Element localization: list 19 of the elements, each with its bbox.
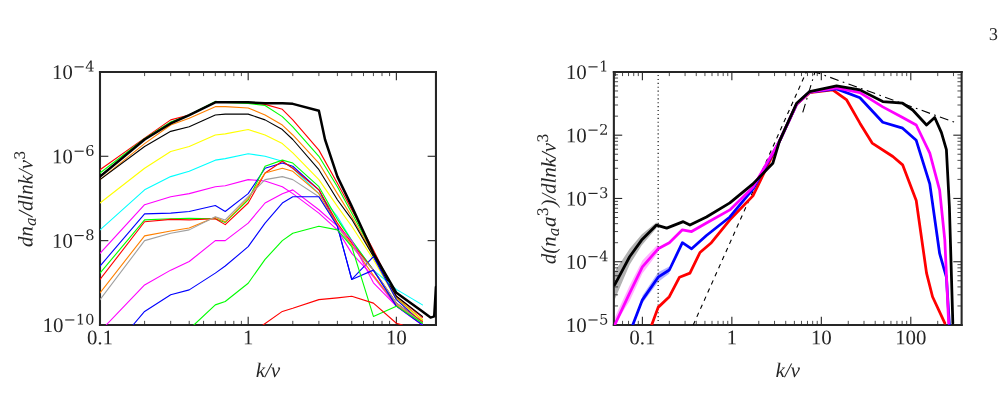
x-axis-title: k/v [776,362,800,378]
y-tick-label: 10$^{−5}$ [567,313,608,333]
y-tick-label: 10$^{−4}$ [53,60,94,80]
y-tick-label: 10$^{−4}$ [567,250,608,270]
x-axis-title: k/v [256,362,281,378]
x-tick-label: 100 [897,330,926,345]
x-tick-label: 1 [244,330,253,345]
y-tick-label: 10$^{−1}$ [567,60,607,80]
x-tick-label: 0.1 [630,330,655,345]
x-tick-label: 10 [387,330,406,345]
text: 3 [989,28,998,41]
y-axis-title: dn$_{a}$/dlnk/v$^{3}$ [14,151,36,247]
y-tick-label: 10$^{−8}$ [53,229,94,248]
y-tick-label: 10$^{−3}$ [567,187,608,206]
x-tick-label: 10 [812,330,831,345]
x-tick-label: 1 [728,330,736,345]
y-axis-title: d(n$_{a}$a$^{3}$)/dlnk/v$^{3}$ [537,134,561,264]
y-tick-label: 10$^{−6}$ [53,144,94,164]
y-tick-label: 10$^{−2}$ [567,123,607,143]
